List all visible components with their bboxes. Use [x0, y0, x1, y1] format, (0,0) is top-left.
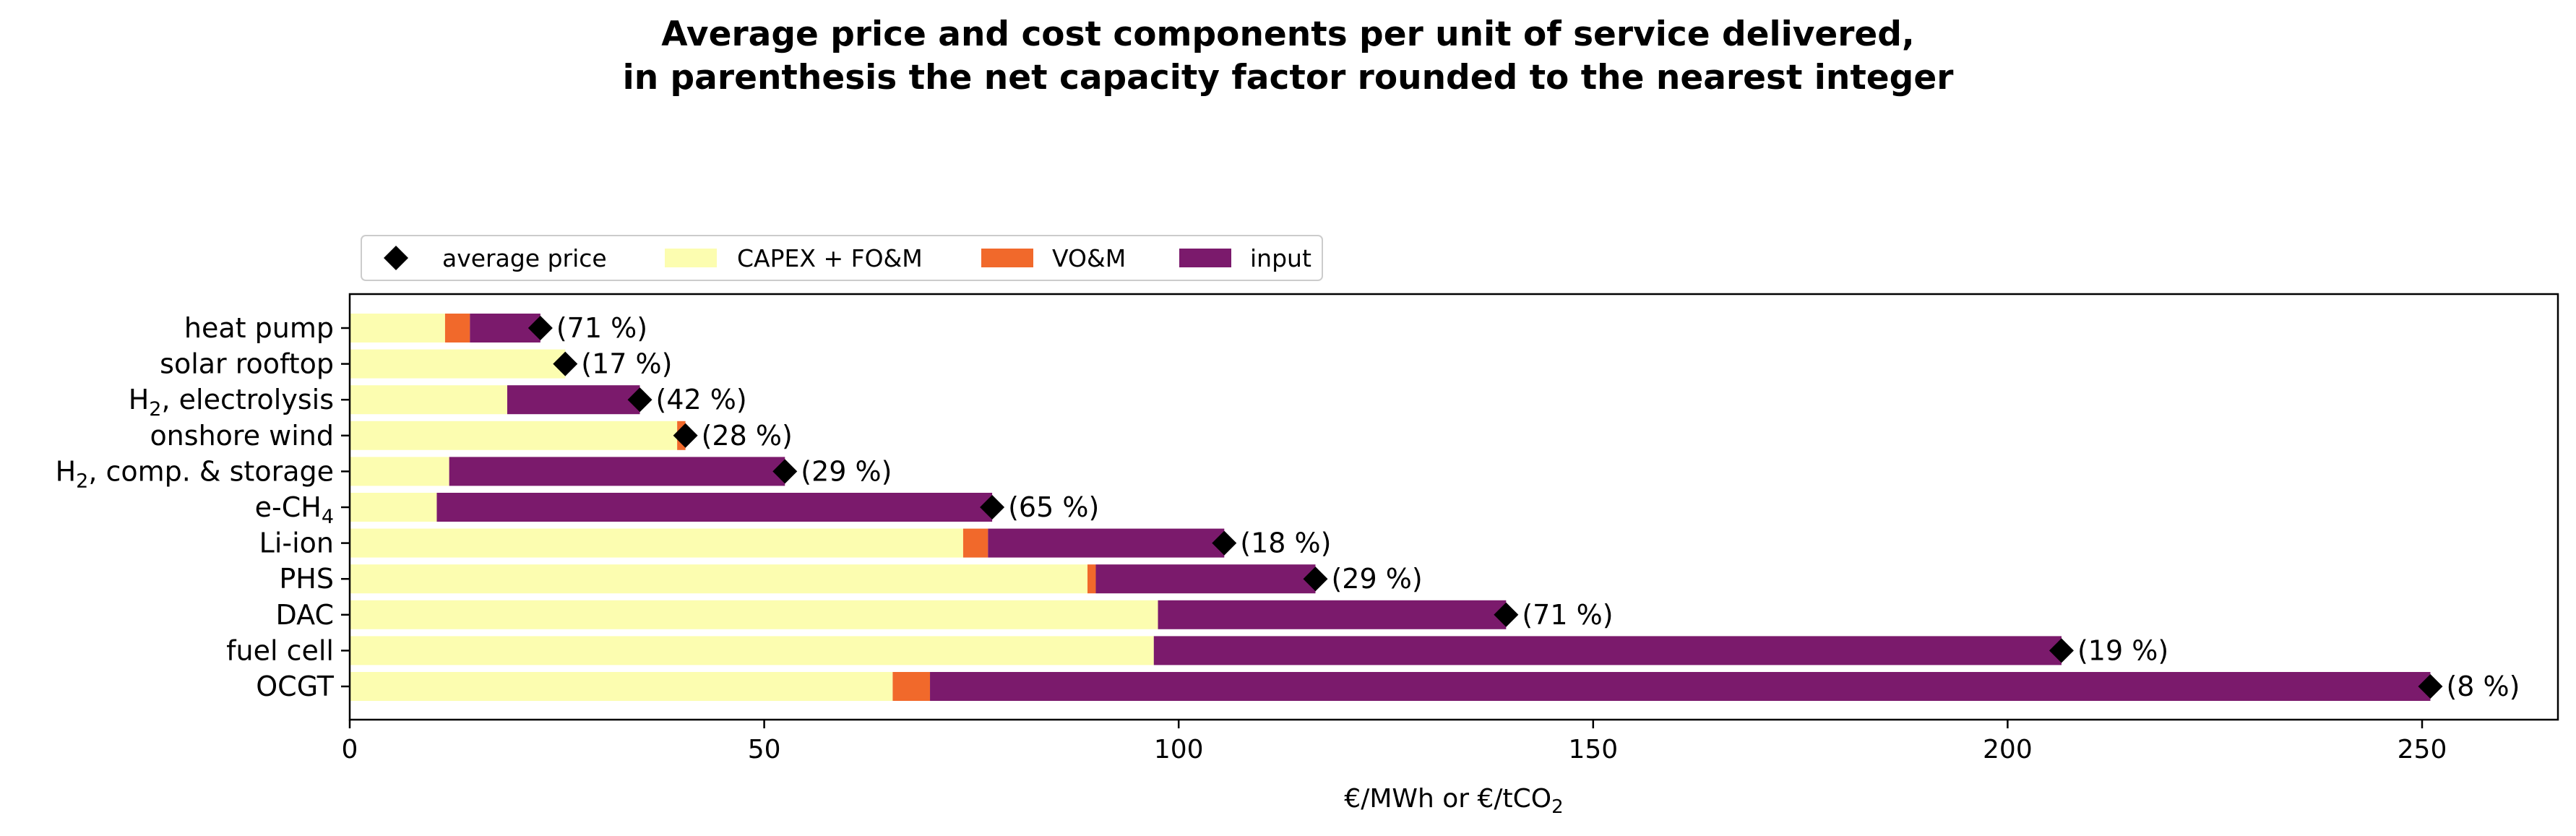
y-tick-label-ocgt: OCGT	[256, 671, 335, 702]
bar-input-dac	[1158, 600, 1507, 629]
chart-title-line-1: Average price and cost components per un…	[661, 14, 1915, 54]
y-tick-label-dac: DAC	[276, 599, 334, 631]
x-tick-label-100: 100	[1154, 735, 1204, 764]
avg-price-marker-e-ch	[980, 495, 1005, 520]
legend-capex-label: CAPEX + FO&M	[737, 244, 923, 272]
bar-series	[350, 314, 2431, 701]
capacity-factor-labels: (71 %)(17 %)(42 %)(28 %)(29 %)(65 %)(18 …	[556, 312, 2520, 702]
bar-capex-li-ion	[350, 528, 963, 558]
y-tick-label-h-electrolysis: H2, electrolysis	[129, 384, 334, 421]
bar-input-h-comp-storage	[449, 457, 785, 486]
bar-vom-li-ion	[962, 528, 988, 558]
x-axis-label: €/MWh or €/tCO2	[1344, 784, 1563, 818]
legend-box	[361, 235, 1323, 281]
y-tick-label-heat-pump: heat pump	[184, 312, 334, 344]
bar-input-h-electrolysis	[507, 385, 640, 415]
legend-input-swatch	[1179, 249, 1231, 267]
x-axis: 0 50 100 150 200 250	[342, 720, 2447, 764]
bar-capex-phs	[350, 564, 1088, 594]
legend: average price CAPEX + FO&M VO&M input	[361, 235, 1323, 281]
capacity-factor-label-solar-rooftop: (17 %)	[581, 348, 672, 380]
legend-input-label: input	[1250, 244, 1311, 272]
legend-capex-swatch	[665, 249, 717, 267]
average-price-markers	[527, 316, 2443, 699]
legend-vom-label: VO&M	[1052, 244, 1126, 272]
bar-capex-dac	[350, 600, 1158, 629]
bar-input-ocgt	[930, 672, 2431, 701]
capacity-factor-label-e-ch: (65 %)	[1008, 491, 1099, 523]
legend-vom-swatch	[981, 249, 1033, 267]
capacity-factor-label-fuel-cell: (19 %)	[2077, 634, 2168, 666]
capacity-factor-label-onshore-wind: (28 %)	[702, 420, 793, 452]
y-tick-label-onshore-wind: onshore wind	[150, 420, 334, 452]
avg-price-marker-heat-pump	[527, 316, 553, 340]
avg-price-marker-fuel-cell	[2049, 638, 2074, 663]
bar-capex-fuel-cell	[350, 636, 1154, 665]
bar-input-e-ch	[436, 493, 993, 522]
bar-vom-phs	[1087, 564, 1096, 594]
x-tick-label-150: 150	[1568, 735, 1618, 764]
x-tick-label-250: 250	[2398, 735, 2447, 764]
y-axis: heat pump solar rooftop H2, electrolysison…	[56, 312, 350, 702]
bar-capex-h-electrolysis	[350, 385, 507, 415]
bar-vom-ocgt	[892, 672, 931, 701]
avg-price-marker-dac	[1494, 602, 1519, 627]
bar-capex-heat-pump	[350, 314, 445, 342]
avg-price-marker-h-electrolysis	[627, 387, 652, 413]
bar-vom-heat-pump	[444, 314, 470, 342]
y-tick-label-fuel-cell: fuel cell	[226, 634, 334, 666]
capacity-factor-label-li-ion: (18 %)	[1240, 527, 1331, 559]
avg-price-marker-ocgt	[2418, 674, 2443, 699]
avg-price-marker-li-ion	[1212, 530, 1237, 556]
y-tick-label-e-ch: e-CH4	[255, 491, 334, 528]
legend-avg-price-label: average price	[442, 244, 607, 272]
y-tick-label-h-comp-storage: H2, comp. & storage	[56, 455, 334, 492]
y-tick-label-phs: PHS	[279, 563, 334, 595]
avg-price-marker-solar-rooftop	[553, 351, 578, 376]
bar-input-li-ion	[988, 528, 1225, 558]
legend-avg-price-marker	[384, 246, 408, 270]
bar-capex-solar-rooftop	[350, 349, 566, 379]
capacity-factor-label-ocgt: (8 %)	[2446, 671, 2520, 702]
avg-price-marker-onshore-wind	[673, 423, 698, 448]
x-tick-label-200: 200	[1983, 735, 2033, 764]
y-tick-label-li-ion: Li-ion	[259, 527, 334, 559]
bar-capex-h-comp-storage	[350, 457, 449, 486]
capacity-factor-label-h-comp-storage: (29 %)	[801, 455, 892, 487]
capacity-factor-label-h-electrolysis: (42 %)	[656, 384, 747, 415]
chart-title-line-2: in parenthesis the net capacity factor r…	[622, 58, 1954, 98]
capacity-factor-label-phs: (29 %)	[1331, 563, 1422, 595]
bar-capex-onshore-wind	[350, 421, 678, 450]
bar-capex-e-ch	[350, 493, 437, 522]
avg-price-marker-phs	[1303, 566, 1328, 592]
capacity-factor-label-heat-pump: (71 %)	[556, 312, 647, 344]
y-tick-label-solar-rooftop: solar rooftop	[160, 348, 334, 380]
bar-input-phs	[1095, 564, 1316, 594]
x-tick-label-50: 50	[748, 735, 781, 764]
capacity-factor-label-dac: (71 %)	[1522, 599, 1613, 631]
avg-price-marker-h-comp-storage	[772, 459, 798, 484]
bar-input-fuel-cell	[1153, 636, 2062, 665]
x-tick-label-0: 0	[342, 735, 358, 764]
bar-capex-ocgt	[350, 672, 893, 701]
